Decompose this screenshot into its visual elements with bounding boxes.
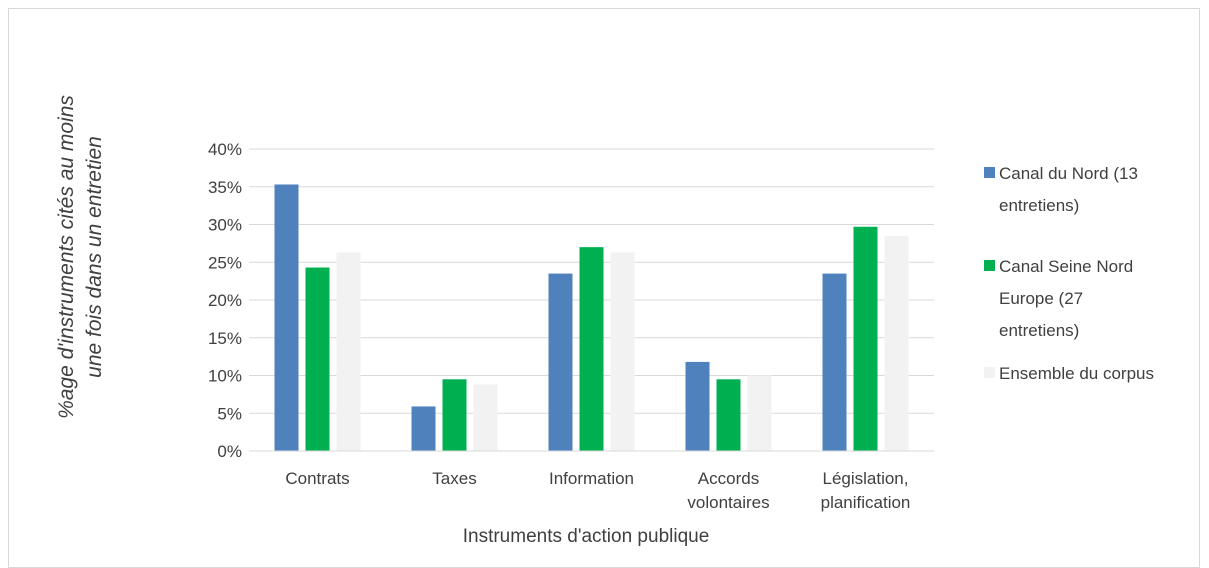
legend-swatch bbox=[984, 260, 995, 271]
bar bbox=[822, 273, 847, 451]
y-tick-label: 30% bbox=[208, 216, 242, 235]
bar bbox=[336, 252, 361, 451]
x-category-label: Taxes bbox=[432, 469, 476, 488]
bar bbox=[610, 252, 635, 451]
legend-swatch bbox=[984, 367, 995, 378]
y-tick-label: 25% bbox=[208, 253, 242, 272]
bar bbox=[548, 273, 573, 451]
y-tick-label: 10% bbox=[208, 367, 242, 386]
bar bbox=[442, 379, 467, 451]
legend-label: entretiens) bbox=[999, 321, 1079, 340]
x-category-label: Information bbox=[549, 469, 634, 488]
bars bbox=[274, 184, 909, 452]
legend-label: Canal du Nord (13 bbox=[999, 164, 1138, 183]
bar bbox=[747, 375, 772, 451]
legend-swatch bbox=[984, 167, 995, 178]
x-category-label: Accords bbox=[698, 469, 759, 488]
y-tick-label: 0% bbox=[217, 442, 242, 461]
y-tick-label: 40% bbox=[208, 140, 242, 159]
y-tick-label: 15% bbox=[208, 329, 242, 348]
x-category-label: planification bbox=[821, 493, 911, 512]
x-axis-categories: Contrats Taxes Information Accords volontair… bbox=[285, 469, 910, 512]
legend-label: Ensemble du corpus bbox=[999, 364, 1154, 383]
y-axis-ticks: 0% 5% 10% 15% 20% 25% 30% 35% 40% bbox=[208, 140, 242, 461]
x-category-label: Contrats bbox=[285, 469, 349, 488]
bar bbox=[853, 226, 878, 451]
bar bbox=[884, 235, 909, 451]
bar bbox=[305, 267, 330, 451]
y-axis-title-line: une fois dans un entretien bbox=[83, 136, 106, 378]
legend-label: entretiens) bbox=[999, 196, 1079, 215]
legend: Canal du Nord (13 entretiens) Canal Seine … bbox=[984, 164, 1154, 383]
chart-frame: 0% 5% 10% 15% 20% 25% 30% 35% 40% Contrats Taxes I… bbox=[8, 8, 1200, 568]
bar bbox=[716, 379, 741, 451]
bar bbox=[685, 361, 710, 451]
bar bbox=[579, 247, 604, 451]
y-tick-label: 5% bbox=[217, 404, 242, 423]
legend-label: Europe (27 bbox=[999, 289, 1083, 308]
y-axis-title-line: %age d'instruments cités au moins bbox=[55, 95, 78, 419]
y-axis-title: %age d'instruments cités au moins une fo… bbox=[55, 95, 106, 419]
y-tick-label: 35% bbox=[208, 178, 242, 197]
bar bbox=[274, 184, 299, 452]
legend-label: Canal Seine Nord bbox=[999, 257, 1133, 276]
bar-chart: 0% 5% 10% 15% 20% 25% 30% 35% 40% Contrats Taxes I… bbox=[55, 95, 1154, 547]
x-category-label: volontaires bbox=[687, 493, 769, 512]
y-tick-label: 20% bbox=[208, 291, 242, 310]
x-axis-title: Instruments d'action publique bbox=[463, 526, 710, 547]
x-category-label: Législation, bbox=[822, 469, 908, 488]
bar bbox=[473, 384, 498, 451]
bar bbox=[411, 406, 436, 451]
